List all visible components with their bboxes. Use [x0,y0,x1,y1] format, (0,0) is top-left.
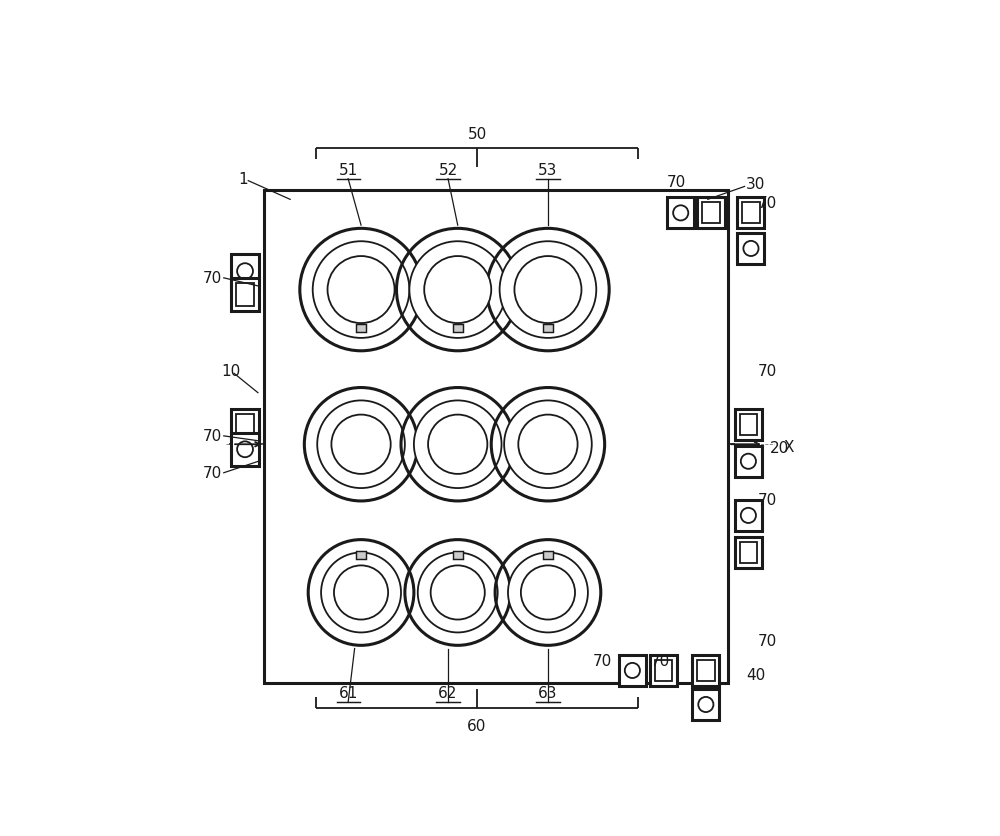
Circle shape [508,553,588,633]
Circle shape [673,206,688,222]
Circle shape [428,415,487,474]
Bar [737,234,764,265]
Circle shape [237,441,253,457]
Bar [236,415,254,438]
Bar [697,198,725,229]
Circle shape [625,663,640,678]
Text: 1: 1 [239,171,248,186]
Circle shape [431,566,485,619]
Text: 30: 30 [746,176,765,191]
Bar [356,552,366,559]
Circle shape [743,242,759,257]
Circle shape [741,508,756,523]
Bar [735,538,762,568]
Bar [737,198,764,229]
Text: 63: 63 [538,686,558,701]
Circle shape [308,540,414,645]
Text: 51: 51 [339,162,358,177]
Circle shape [331,415,391,474]
Bar [650,655,677,686]
Bar [356,325,366,333]
Circle shape [487,229,609,351]
Bar [543,325,553,333]
Bar [619,655,646,686]
Bar [453,552,463,559]
Bar [231,278,259,312]
Circle shape [741,454,756,469]
Bar [231,410,259,443]
Bar [231,255,259,288]
Text: 70: 70 [203,466,222,481]
Bar [740,543,757,563]
Text: 50: 50 [467,127,487,142]
Circle shape [317,401,405,488]
Bar [742,203,760,224]
Circle shape [237,264,253,280]
Text: 20: 20 [770,441,790,456]
Circle shape [405,540,511,645]
Circle shape [495,540,601,645]
Circle shape [414,401,502,488]
Circle shape [313,242,409,339]
Bar [264,191,728,683]
Circle shape [698,697,713,712]
Circle shape [304,388,418,502]
Text: 70: 70 [203,429,222,444]
Circle shape [500,242,596,339]
Bar [735,409,762,440]
Text: 53: 53 [538,162,558,177]
Circle shape [396,229,519,351]
Bar [231,433,259,466]
Bar [692,689,719,720]
Circle shape [328,257,395,324]
Circle shape [518,415,578,474]
Text: 10: 10 [221,363,240,378]
Text: 70: 70 [203,271,222,286]
Bar [735,446,762,477]
Circle shape [514,257,581,324]
Text: 70: 70 [757,363,777,378]
Text: 40: 40 [746,668,765,683]
Bar [702,203,720,224]
Circle shape [401,388,514,502]
Circle shape [409,242,506,339]
Circle shape [334,566,388,619]
Bar [692,655,719,686]
Circle shape [491,388,605,502]
Bar [236,283,254,307]
Circle shape [418,553,498,633]
Text: 70: 70 [593,653,612,668]
Text: 62: 62 [438,686,458,701]
Text: 61: 61 [338,686,358,701]
Circle shape [424,257,491,324]
Bar [453,325,463,333]
Text: 70: 70 [757,492,777,507]
Text: 70: 70 [667,176,686,191]
Text: 52: 52 [438,162,458,177]
Text: X: X [783,439,794,454]
Bar [543,552,553,559]
Bar [740,414,757,436]
Text: 70: 70 [757,196,777,211]
Circle shape [321,553,401,633]
Text: 70: 70 [651,653,670,668]
Bar [697,660,715,681]
Circle shape [504,401,592,488]
Circle shape [300,229,422,351]
Circle shape [521,566,575,619]
Bar [735,500,762,531]
Text: 70: 70 [757,634,777,649]
Bar [667,198,694,229]
Bar [655,660,672,681]
Text: 60: 60 [467,718,487,733]
